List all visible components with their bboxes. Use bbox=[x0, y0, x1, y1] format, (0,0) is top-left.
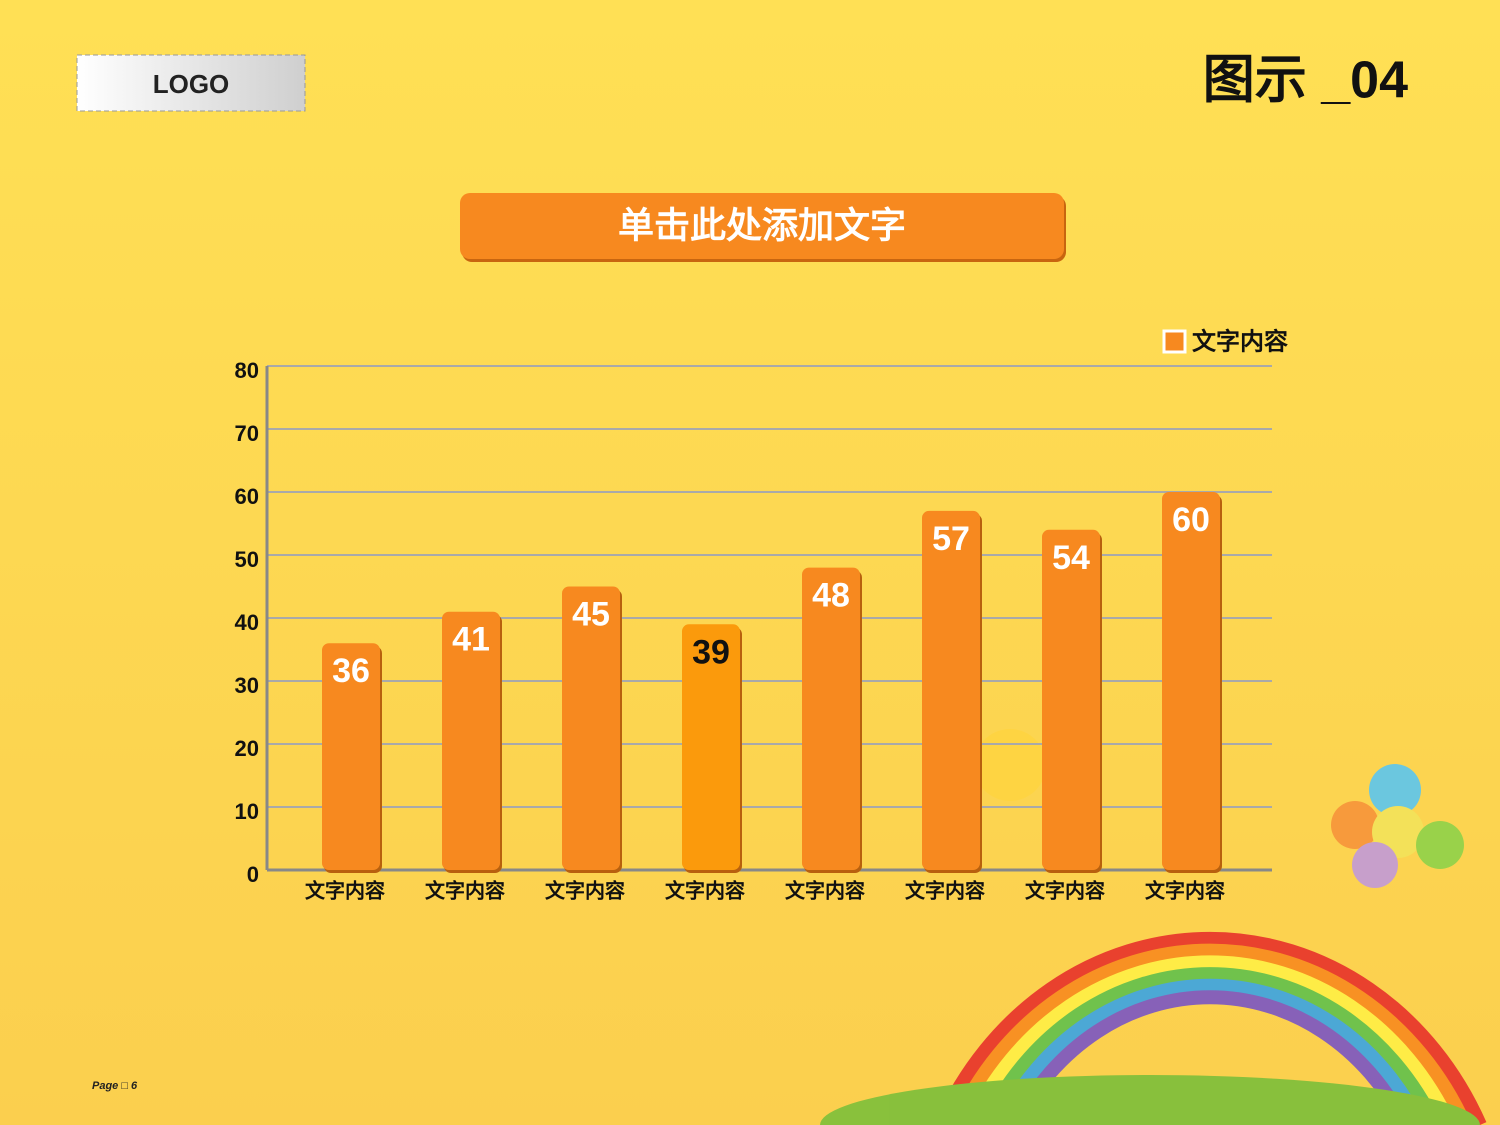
y-tick-label: 30 bbox=[235, 673, 259, 698]
bar bbox=[442, 611, 500, 870]
bar bbox=[682, 624, 740, 870]
y-tick-label: 10 bbox=[235, 799, 259, 824]
page-number: Page □ 6 bbox=[92, 1080, 138, 1092]
y-tick-label: 0 bbox=[247, 862, 259, 887]
y-tick-label: 60 bbox=[235, 484, 259, 509]
legend-label: 文字内容 bbox=[1192, 327, 1288, 355]
y-tick-label: 20 bbox=[235, 736, 259, 761]
x-tick-label: 文字内容 bbox=[1145, 878, 1225, 902]
bar bbox=[322, 643, 380, 870]
banner bbox=[460, 193, 1064, 259]
banner-text: 单击此处添加文字 bbox=[618, 205, 906, 246]
x-tick-label: 文字内容 bbox=[425, 878, 505, 902]
bar bbox=[1162, 492, 1220, 870]
y-tick-label: 80 bbox=[235, 358, 259, 383]
legend-swatch bbox=[1162, 329, 1187, 354]
value-label: 39 bbox=[692, 633, 730, 671]
value-label: 60 bbox=[1172, 501, 1210, 539]
chart: 0 10 20 30 40 50 60 70 80 文字内容 36 文字内容 41 文字内容 45 文字内容 3… bbox=[235, 327, 1288, 902]
x-tick-label: 文字内容 bbox=[785, 878, 865, 902]
decoration bbox=[820, 729, 1487, 1125]
value-label: 54 bbox=[1052, 539, 1090, 577]
bar bbox=[562, 586, 620, 870]
logo-box bbox=[76, 54, 306, 112]
value-label: 45 bbox=[572, 595, 610, 633]
logo: LOGO bbox=[153, 69, 230, 99]
value-label: 36 bbox=[332, 652, 370, 690]
bar bbox=[922, 510, 980, 870]
y-tick-label: 40 bbox=[235, 610, 259, 635]
x-tick-label: 文字内容 bbox=[545, 878, 625, 902]
bar bbox=[1042, 529, 1100, 870]
x-tick-label: 文字内容 bbox=[905, 878, 985, 902]
y-tick-label: 70 bbox=[235, 421, 259, 446]
x-tick-label: 文字内容 bbox=[305, 878, 385, 902]
value-label: 57 bbox=[932, 520, 970, 558]
y-tick-label: 50 bbox=[235, 547, 259, 572]
x-tick-label: 文字内容 bbox=[1025, 878, 1105, 902]
value-label: 48 bbox=[812, 577, 850, 615]
x-tick-label: 文字内容 bbox=[665, 878, 745, 902]
heading: 图示 _04 bbox=[1203, 52, 1408, 110]
value-label: 41 bbox=[452, 621, 490, 659]
bar bbox=[802, 567, 860, 870]
